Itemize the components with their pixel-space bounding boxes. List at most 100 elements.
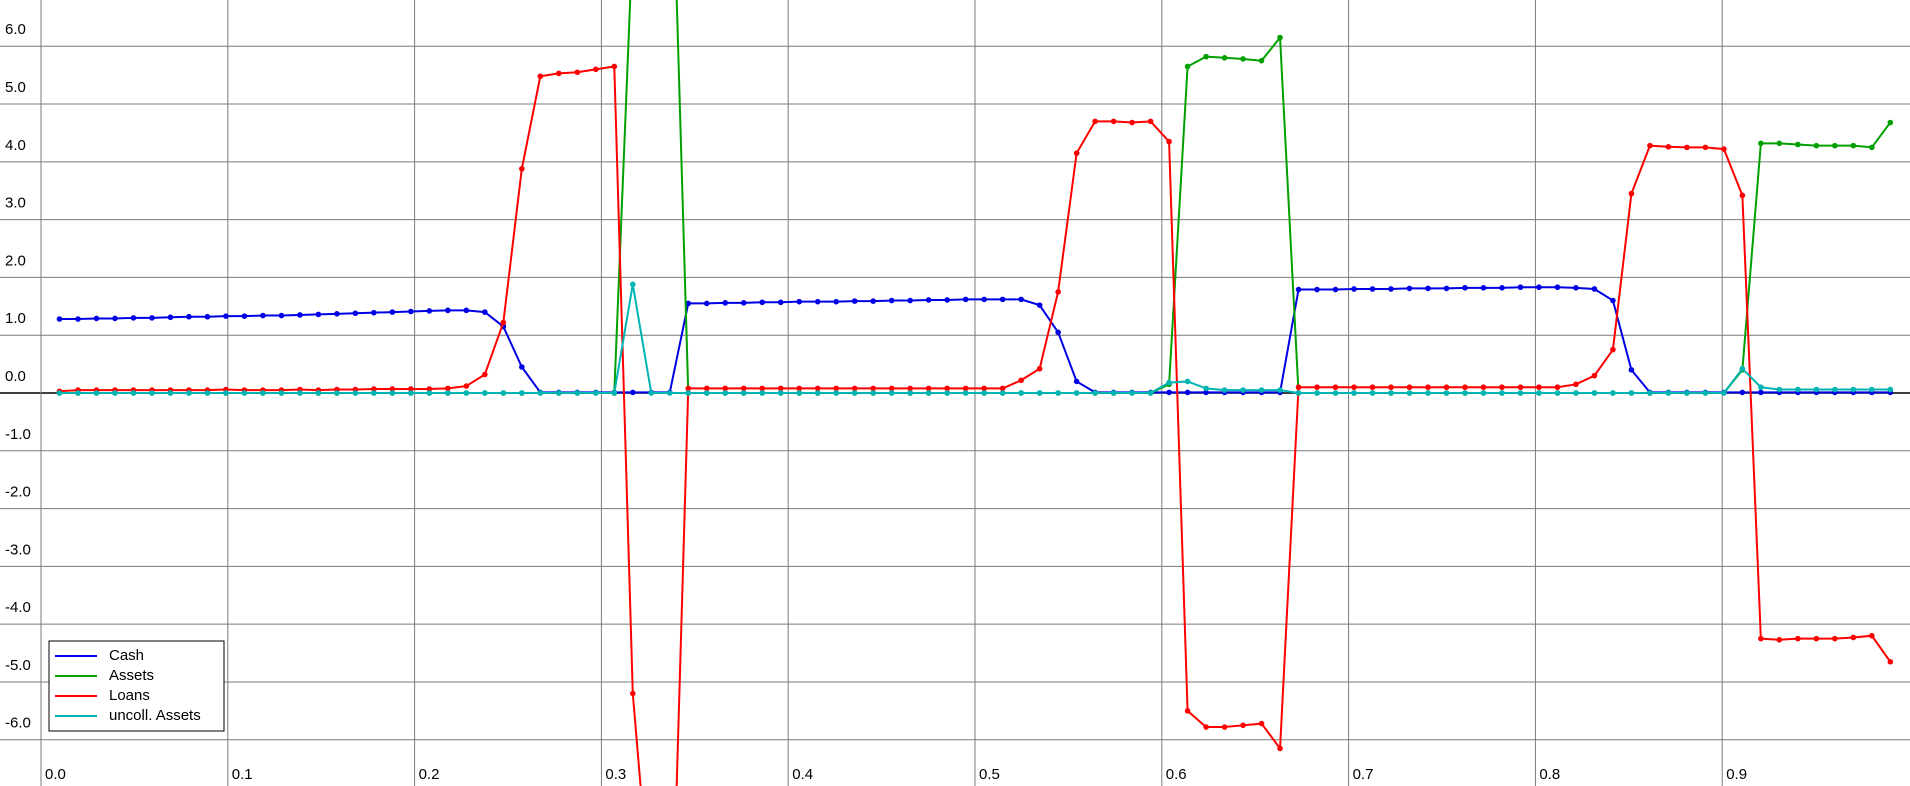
x-tick-label: 0.7 <box>1353 766 1374 783</box>
data-point <box>1554 284 1561 291</box>
data-point <box>796 390 803 396</box>
data-point <box>814 298 821 305</box>
data-point <box>1776 636 1783 643</box>
data-point <box>703 385 710 392</box>
data-point <box>611 390 618 396</box>
data-point <box>722 300 729 306</box>
data-point <box>944 297 950 303</box>
data-point <box>1184 708 1191 714</box>
data-point <box>241 313 248 319</box>
data-point <box>1758 635 1764 642</box>
data-point <box>1850 386 1857 393</box>
data-point <box>851 390 858 396</box>
data-point <box>1221 387 1228 393</box>
data-point <box>1295 390 1302 396</box>
data-point <box>1758 389 1764 396</box>
data-point <box>371 309 377 316</box>
data-point <box>629 690 636 697</box>
data-point <box>1665 390 1672 396</box>
y-tick-label: 5.0 <box>5 79 26 96</box>
data-point <box>1869 386 1875 393</box>
data-point <box>278 390 285 396</box>
data-point <box>1628 190 1635 197</box>
legend-label: Cash <box>109 647 144 664</box>
data-point <box>334 390 340 396</box>
y-tick-label: -3.0 <box>5 541 31 558</box>
data-point <box>1406 390 1413 396</box>
y-tick-label: -6.0 <box>5 715 31 732</box>
data-point <box>759 299 766 306</box>
data-point <box>1739 192 1746 199</box>
data-point <box>1425 285 1431 292</box>
x-tick-label: 0.6 <box>1166 766 1187 783</box>
legend: Cash Assets Loans uncoll. Assets <box>48 640 225 732</box>
data-point <box>1443 384 1450 391</box>
data-point <box>722 385 729 392</box>
data-point <box>167 390 174 396</box>
data-point <box>796 385 803 392</box>
data-point <box>223 313 229 319</box>
data-point <box>1295 286 1302 293</box>
data-point <box>1443 285 1450 292</box>
data-point <box>1795 141 1801 148</box>
data-point <box>1277 745 1283 752</box>
data-point <box>1887 658 1894 665</box>
data-point <box>519 364 525 370</box>
data-point <box>1425 384 1431 391</box>
data-point <box>556 70 562 77</box>
data-point <box>445 390 451 396</box>
data-point <box>1092 118 1098 125</box>
data-point <box>56 316 63 322</box>
data-point <box>1388 390 1394 396</box>
y-tick-label: 6.0 <box>5 21 26 38</box>
data-point <box>241 390 248 396</box>
data-point <box>907 390 913 396</box>
data-point <box>1499 285 1505 291</box>
data-point <box>352 390 359 396</box>
data-point <box>574 390 581 396</box>
data-point <box>408 308 414 315</box>
data-point <box>1147 390 1154 396</box>
y-tick-label: 4.0 <box>5 137 26 154</box>
data-point <box>981 296 987 303</box>
data-point <box>1369 286 1376 292</box>
data-point <box>297 390 303 396</box>
data-point <box>870 390 876 396</box>
data-point <box>1110 118 1117 125</box>
data-point <box>1240 387 1246 393</box>
data-point <box>1721 146 1727 152</box>
data-point <box>1129 119 1135 126</box>
data-point <box>1129 390 1135 396</box>
data-point <box>1443 390 1450 396</box>
data-point <box>666 390 673 396</box>
data-point <box>500 319 507 326</box>
data-point <box>999 296 1006 303</box>
data-point <box>1351 390 1357 396</box>
data-point <box>56 390 63 396</box>
data-point <box>315 311 322 318</box>
data-point <box>685 390 692 396</box>
data-point <box>814 390 821 396</box>
data-point <box>1813 142 1820 149</box>
data-point <box>1073 150 1080 156</box>
data-point <box>1406 285 1413 292</box>
data-point <box>777 390 784 396</box>
data-point <box>93 315 100 322</box>
x-tick-label: 0.4 <box>792 766 813 783</box>
data-point <box>537 390 544 396</box>
data-point <box>408 386 414 392</box>
data-point <box>1480 285 1487 291</box>
data-point <box>1388 286 1394 292</box>
x-tick-label: 0.2 <box>419 766 440 783</box>
data-point <box>1647 390 1653 396</box>
data-point <box>1887 119 1894 126</box>
data-point <box>1462 285 1468 291</box>
data-point <box>371 390 377 396</box>
y-tick-label: 2.0 <box>5 252 26 269</box>
data-point <box>167 314 174 321</box>
data-point <box>925 297 932 303</box>
data-point <box>833 385 840 392</box>
data-point <box>75 316 81 322</box>
x-tick-label: 0.8 <box>1539 766 1560 783</box>
data-point <box>1314 286 1320 293</box>
